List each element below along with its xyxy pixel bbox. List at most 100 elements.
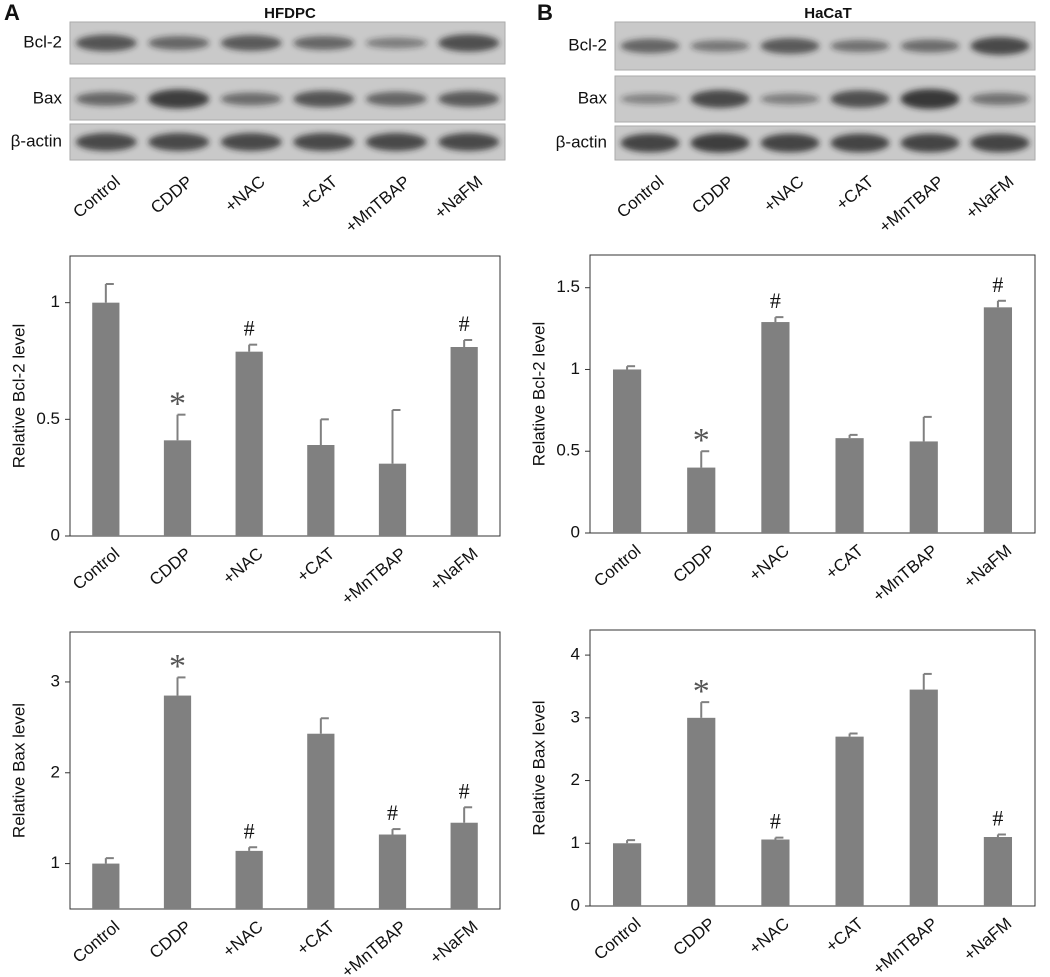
blot-band [438,91,500,107]
blot-band [970,92,1030,106]
blot-row-label: Bcl-2 [568,35,607,54]
blot-band [220,35,282,51]
significance-mark: # [992,272,1003,297]
y-tick-label: 2 [51,762,60,781]
error-bar [104,283,114,303]
y-axis-label: Relative Bax level [529,700,548,835]
significance-mark: * [169,648,186,685]
blot-lane-label: Control [613,172,667,222]
error-bar [391,409,401,464]
blot-band [148,133,210,151]
blot-lane-label: +CAT [833,172,878,214]
blot-band [148,36,210,50]
blot-lane-label: +MnTBAP [876,172,948,237]
significance-mark: # [244,818,255,843]
error-bar [996,299,1006,308]
bar [378,834,407,909]
y-tick-label: 0 [571,522,580,541]
x-tick-label: +CAT [822,914,867,956]
bar [92,863,120,909]
error-bar [848,433,858,439]
bar [612,843,642,906]
x-tick-label: Control [590,914,644,964]
error-bar [176,676,186,696]
panel-title: HFDPC [264,5,316,22]
blot-strip [614,125,1036,161]
x-tick-label: Control [69,544,123,594]
bar [909,441,938,533]
bar [761,839,790,906]
blot-band [690,40,750,52]
blot-band [293,90,355,108]
plot-frame [69,631,501,910]
blot-band [690,90,750,108]
x-tick-label: +CAT [822,541,867,583]
x-tick-label: Control [69,917,123,967]
blot-band [620,93,680,105]
significance-mark: # [244,316,255,341]
blot-band [970,37,1030,55]
bar [835,438,864,533]
error-bar [104,857,114,864]
bar [450,822,478,909]
y-tick-label: 0 [571,895,580,914]
y-tick-label: 1.5 [556,277,580,296]
bar [450,347,478,536]
bar [835,736,864,906]
blot-lane-label: CDDP [147,172,196,218]
blot-band [220,92,282,106]
significance-mark: # [387,800,398,825]
bar [235,850,263,909]
error-bar [319,717,329,734]
blot-band [75,92,137,106]
bar [983,837,1013,906]
error-bar [700,701,710,718]
x-tick-label: +MnTBAP [869,914,941,977]
blot-band [970,133,1030,153]
blot-strip [69,77,506,121]
x-tick-label: +NAC [219,917,266,961]
y-tick-label: 4 [571,645,580,664]
blot-lane-label: +NaFM [431,172,486,223]
bar [163,695,192,909]
x-tick-label: CDDP [670,541,719,587]
blot-band [620,133,680,153]
x-tick-label: +NAC [746,541,793,585]
x-tick-label: +CAT [293,544,338,586]
y-tick-label: 1 [51,853,60,872]
blot-band [365,37,427,49]
bar [687,467,716,533]
blot-lane-label: +NaFM [962,172,1017,223]
blot-strip [614,75,1036,123]
blot-band [760,133,820,153]
bar [983,307,1013,533]
y-tick-label: 1 [571,359,580,378]
bar [235,351,263,536]
y-tick-label: 2 [571,770,580,789]
error-bar [248,343,258,352]
x-tick-label: +NaFM [426,544,481,595]
error-bar [463,339,473,347]
blot-band [760,93,820,105]
blot-band [75,133,137,151]
x-tick-label: CDDP [146,917,195,963]
blot-row-label: Bcl-2 [23,32,62,51]
y-tick-label: 0 [51,525,60,544]
y-tick-label: 1 [51,292,60,311]
y-tick-label: 1 [571,833,580,852]
x-tick-label: +NAC [746,914,793,958]
significance-mark: * [693,673,710,710]
significance-mark: # [770,809,781,834]
bar [307,445,335,536]
blot-row-label: β-actin [556,132,607,151]
x-tick-label: +NAC [219,544,266,588]
error-bar [996,833,1006,837]
error-bar [248,846,258,851]
blot-lane-label: +MnTBAP [342,172,414,237]
x-tick-label: CDDP [670,914,719,960]
blot-row-label: Bax [33,88,63,107]
blot-band [830,133,890,153]
x-tick-label: Control [590,541,644,591]
y-tick-label: 0.5 [556,441,580,460]
error-bar [922,672,932,690]
